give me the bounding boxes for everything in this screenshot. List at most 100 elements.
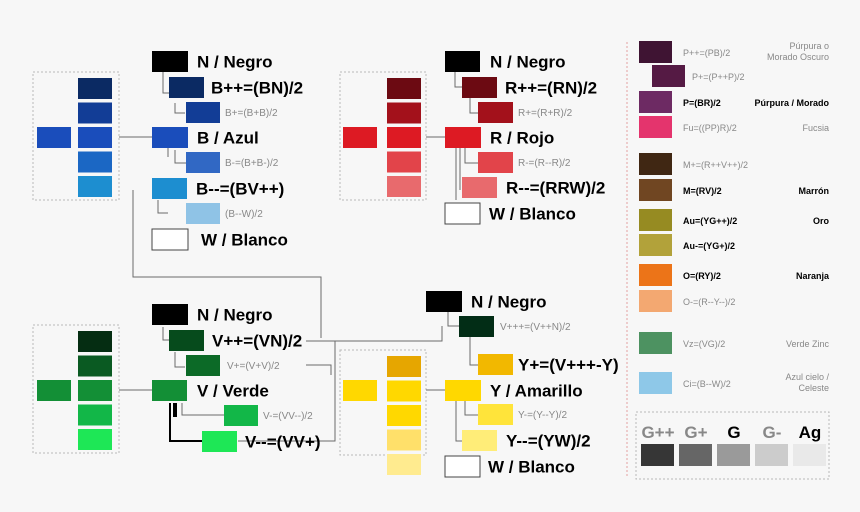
red-connector (454, 72, 463, 88)
gray-swatch (793, 444, 826, 466)
yellow-connector (447, 312, 459, 327)
blue-node-label: B / Azul (197, 129, 259, 148)
legend-name: Marrón (798, 186, 829, 196)
gray-swatch (679, 444, 712, 466)
legend-swatch (639, 153, 672, 175)
blue-node-swatch (186, 203, 220, 224)
red-palette-swatch (387, 127, 421, 148)
legend-swatch (639, 290, 672, 312)
legend-name: Púrpura o Morado Oscuro (767, 41, 829, 62)
blue-node-label: B+=(B+B)/2 (225, 108, 278, 119)
legend-formula: P=(BR)/2 (683, 98, 721, 108)
yellow-node-swatch (478, 354, 513, 375)
yellow-node-label: Y / Amarillo (490, 382, 583, 401)
green-connector (181, 403, 224, 416)
yellow-node-swatch (478, 404, 513, 425)
yellow-connector (469, 337, 478, 366)
yellow-node-label: Y+=(V+++-Y) (518, 356, 619, 375)
gray-swatch (717, 444, 750, 466)
red-node-label: R / Rojo (490, 129, 554, 148)
red-node-label: R++=(RN)/2 (505, 79, 597, 98)
green-node-label: V / Verde (197, 382, 269, 401)
legend-swatch (639, 332, 672, 354)
gray-swatch (641, 444, 674, 466)
red-node-label: R--=(RRW)/2 (506, 179, 605, 198)
green-connector (174, 352, 185, 368)
green-link (306, 364, 332, 375)
red-palette-frame (339, 71, 427, 201)
legend-swatch (639, 234, 672, 256)
yellow-node-label: N / Negro (471, 293, 547, 312)
legend-formula: M+=(R++V++)/2 (683, 160, 748, 170)
yellow-node-swatch (444, 455, 481, 478)
green-node-swatch (224, 405, 258, 426)
yellow-node-label: Y--=(YW)/2 (506, 432, 591, 451)
gray-swatch (755, 444, 788, 466)
legend-swatch (639, 372, 672, 394)
blue-node-swatch (186, 102, 220, 123)
gray-label: G+ (684, 423, 707, 442)
yellow-palette-side-swatch (343, 380, 377, 401)
blue-connector (157, 200, 168, 214)
legend-swatch (639, 209, 672, 231)
blue-palette-frame (32, 71, 120, 201)
legend-name: Naranja (796, 271, 830, 281)
blue-palette-swatch (78, 78, 112, 99)
yellow-palette-swatch (387, 454, 421, 475)
legend-formula: O-=(R--Y--)/2 (683, 297, 735, 307)
red-connector (469, 97, 478, 114)
green-palette-swatch (78, 429, 112, 450)
legend-name: Púrpura / Morado (754, 98, 829, 108)
yellow-node-label: W / Blanco (488, 458, 575, 477)
blue-node-label: (B--W)/2 (225, 209, 263, 220)
green-to-yellow-link (306, 326, 443, 342)
legend-swatch (652, 65, 685, 87)
green-connector (162, 327, 170, 341)
blue-palette-swatch (78, 151, 112, 173)
red-connector (464, 148, 478, 164)
legend-formula: P+=(P++P)/2 (692, 72, 745, 82)
legend-name: Azul cielo / Celeste (785, 372, 829, 393)
yellow-palette-swatch (387, 356, 421, 377)
red-node-swatch (462, 177, 497, 198)
legend-formula: Ci=(B--W)/2 (683, 379, 731, 389)
blue-node-swatch (186, 152, 220, 173)
blue-node-swatch (152, 127, 188, 148)
legend-formula: Au-=(YG+)/2 (683, 241, 735, 251)
legend-swatch (639, 116, 672, 138)
yellow-connector (464, 401, 478, 416)
legend-formula: Vz=(VG)/2 (683, 339, 725, 349)
green-node-swatch (152, 380, 187, 401)
legend-swatch (639, 179, 672, 201)
blue-node-label: W / Blanco (201, 231, 288, 250)
gray-label: G++ (641, 423, 674, 442)
legend-swatch (639, 264, 672, 286)
blue-node-label: B--=(BV++) (196, 180, 284, 199)
red-node-swatch (478, 102, 513, 123)
blue-palette-side-swatch (37, 127, 71, 148)
red-node-label: R+=(R+R)/2 (518, 108, 573, 119)
green-node-label: V-=(VV--)/2 (263, 411, 313, 422)
gray-label: G- (763, 423, 782, 442)
red-palette-swatch (387, 176, 421, 197)
legend-formula: P++=(PB)/2 (683, 48, 730, 58)
blue-node-label: B-=(B+B-)/2 (225, 158, 279, 169)
green-node-label: V++=(VN)/2 (212, 332, 302, 351)
blue-connector (162, 72, 170, 94)
blue-connector (174, 150, 186, 164)
red-palette-swatch (387, 102, 421, 124)
green-node-swatch (186, 355, 220, 376)
green-palette-swatch (78, 380, 112, 401)
blue-node-swatch (152, 51, 188, 72)
blue-palette-swatch (78, 127, 112, 148)
green-node-swatch (152, 304, 188, 325)
blue-palette-swatch (78, 102, 112, 124)
legend-name: Fucsia (802, 123, 829, 133)
gray-label: G (727, 423, 740, 442)
red-palette-swatch (387, 78, 421, 99)
blue-to-green-link (132, 190, 322, 338)
red-node-label: R-=(R--R)/2 (518, 158, 571, 169)
red-palette-swatch (387, 151, 421, 173)
